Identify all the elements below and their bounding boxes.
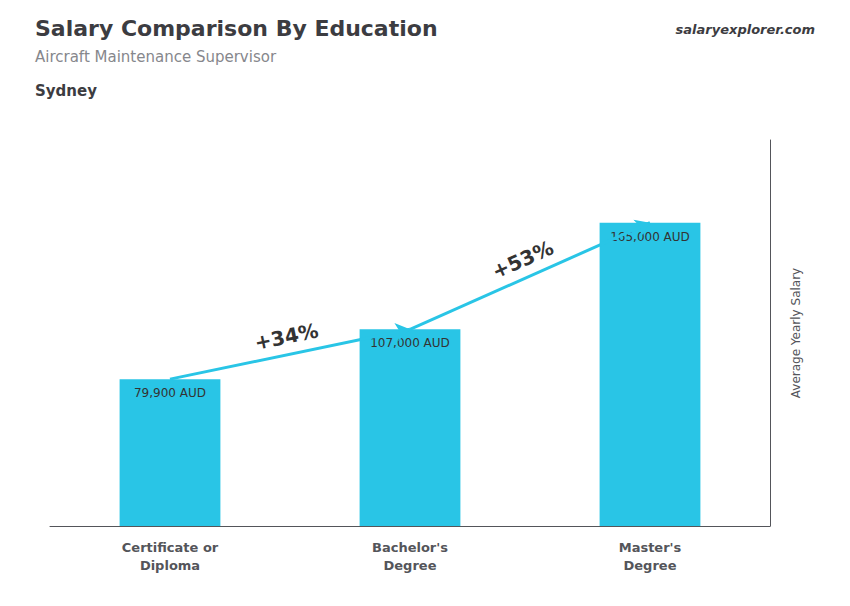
svg-text:salaryexplorer.com: salaryexplorer.com xyxy=(676,22,815,37)
svg-text:Master's: Master's xyxy=(619,540,682,555)
svg-text:Degree: Degree xyxy=(624,558,677,573)
svg-text:Sydney: Sydney xyxy=(35,82,97,100)
svg-text:Diploma: Diploma xyxy=(140,558,200,573)
svg-text:107,000 AUD: 107,000 AUD xyxy=(370,336,450,350)
svg-text:Aircraft Maintenance Superviso: Aircraft Maintenance Supervisor xyxy=(35,48,277,66)
svg-text:+34%: +34% xyxy=(252,318,320,355)
svg-text:Bachelor's: Bachelor's xyxy=(372,540,448,555)
svg-text:Certificate or: Certificate or xyxy=(122,540,219,555)
svg-text:+53%: +53% xyxy=(488,235,557,283)
svg-text:Average Yearly Salary: Average Yearly Salary xyxy=(789,268,803,398)
svg-text:Salary Comparison By Education: Salary Comparison By Education xyxy=(35,16,438,41)
svg-text:79,900 AUD: 79,900 AUD xyxy=(134,386,206,400)
svg-text:Degree: Degree xyxy=(384,558,437,573)
svg-text:165,000 AUD: 165,000 AUD xyxy=(610,229,690,244)
